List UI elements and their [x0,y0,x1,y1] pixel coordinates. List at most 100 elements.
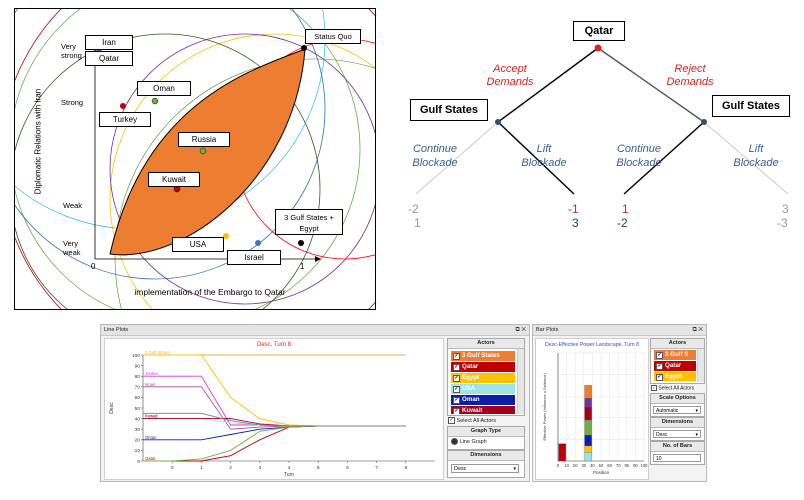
label-iran: Iran [85,35,133,50]
series-line [143,425,406,441]
bar-select-all-actors[interactable]: ✓ Select All Actors [651,385,695,392]
bar-segment [584,385,592,399]
y-tick-label: 90 [135,363,141,369]
x-tick-label: 3 [258,465,261,471]
bar-actors-group: Actors ✓ 3 Gulf S ✓ Qatar ✓ Egypt [650,338,705,384]
line-plots-sidebar: Actors ✓ 3 Gulf States ✓ Qatar ✓ Egypt ✓ USA… [445,338,527,480]
branch-reject [597,47,705,123]
x-tick-label: 0 [557,463,560,468]
game-tree-figure: Qatar Gulf States Gulf States Accept Dem… [396,8,800,248]
series-label: 3 Gulf States [145,350,169,355]
move-lift-blockade-left: Lift Blockade [521,143,567,169]
bar-actors-scrollbar[interactable] [697,349,704,382]
bar-actors-head: Actors [651,339,704,349]
select-all-actors[interactable]: ✓ Select All Actors [448,417,496,424]
checkbox[interactable]: ✓ [453,397,460,404]
actor-toggle-gulf-states[interactable]: ✓ 3 Gulf States [451,351,515,361]
actor-toggle-qatar[interactable]: ✓ Qatar [451,362,515,372]
bar-actor-toggle-egypt[interactable]: ✓ Egypt [654,372,696,381]
line-plots-title: Line Plots [104,327,129,333]
checkbox[interactable]: ✓ [453,386,460,393]
scale-options-group: Scale Options Automatic [650,393,705,417]
bar-segment [584,445,592,453]
window-controls[interactable]: ⧉ ✕ [692,327,703,333]
line-plots-panel: Line Plots ⧉ ✕ Desc, Turn 8 0 10 20 30 40 50 6… [100,324,530,482]
checkbox[interactable]: ✓ [453,353,460,360]
y-tick-very-weak: Very weak [63,239,81,257]
bar-plot-title: Desc-Effective Power Landscape, Turn 8 [545,342,639,348]
graph-type-head: Graph Type [448,427,524,437]
right-node-dot [701,119,707,125]
line-graph-radio[interactable]: Line Graph [451,438,487,445]
x-tick-label: 2 [229,465,232,471]
right-node-label: Gulf States [712,95,790,117]
dimension-select[interactable]: Desc [451,464,519,473]
move-accept-demands: Accept Demands [486,63,534,88]
payoff-1-qatar: -2 [408,202,419,216]
actor-toggle-usa[interactable]: ✓ USA [451,384,515,394]
label-kuwait: Kuwait [148,172,200,187]
bar-dimension-select[interactable]: Desc [653,430,701,439]
y-tick-weak: Weak [63,201,83,210]
actor-name: 3 Gulf States [462,352,500,359]
left-node-dot [495,119,501,125]
point-oman [151,97,159,105]
dimensions-group: Dimensions Desc [447,450,525,478]
series-label: Jordan [145,371,158,376]
checkbox[interactable]: ✓ [453,408,460,414]
actor-toggle-kuwait[interactable]: ✓ Kuwait [451,406,515,414]
line-plots-titlebar: Line Plots ⧉ ✕ [101,325,529,336]
actors-group: Actors ✓ 3 Gulf States ✓ Qatar ✓ Egypt ✓ USA… [447,338,525,416]
x-tick-label: 50 [599,463,604,468]
no-of-bars-input[interactable]: 10 [653,454,701,462]
bar-plots-panel: Bar Plots ⧉ ✕ Desc-Effective Power Lands… [532,324,707,482]
indifference-curve [15,9,326,280]
x-tick-label: 5 [317,465,320,471]
move-continue-blockade-left: Continue Blockade [412,143,458,169]
root-node-dot [594,44,602,52]
actors-scrollbar[interactable] [517,349,524,414]
dimensions-head: Dimensions [448,451,524,461]
x-tick-label: 4 [288,465,291,471]
bar-actor-toggle-gulf[interactable]: ✓ 3 Gulf S [654,350,696,360]
x-tick-label: 1 [200,465,203,471]
series-label: Qatar [145,456,156,461]
point-russia [199,147,207,155]
bar-actor-toggle-qatar[interactable]: ✓ Qatar [654,361,696,371]
line-plot-area: Desc, Turn 8 0 10 20 30 40 50 60 70 80 90 100 0 1 2 3 4… [104,338,444,480]
label-gulf-egypt: 3 Gulf States + Egypt [275,209,343,235]
x-tick-label: 40 [590,463,595,468]
x-tick-label: 60 [607,463,612,468]
x-tick-label: 80 [624,463,629,468]
bar-select-all-label: Select All Actors [658,385,695,392]
series-label: Russia [145,414,158,419]
y-tick-label: 40 [135,416,141,422]
label-oman: Oman [137,81,191,96]
bar-plots-title: Bar Plots [536,327,559,333]
actor-toggle-egypt[interactable]: ✓ Egypt [451,373,515,383]
series-line [143,386,406,430]
actor-name: Qatar [462,363,479,370]
series-line [143,354,406,427]
checkbox[interactable]: ✓ [656,363,663,370]
left-node-label: Gulf States [410,99,488,121]
scale-select[interactable]: Automatic [653,406,701,415]
checkbox[interactable]: ✓ [453,364,460,371]
scale-options-head: Scale Options [651,394,704,404]
y-tick-strong: Strong [61,98,84,107]
branch-lift-right [703,121,789,195]
indifference-curve [15,33,321,309]
actor-name: Egypt [462,374,480,381]
checkbox[interactable]: ✓ [656,374,663,381]
y-tick-label: 70 [135,385,141,391]
x-tick-label: 20 [573,463,578,468]
x-tick-1: 1 [300,262,305,271]
checkbox[interactable]: ✓ [656,352,663,359]
y-tick-label: 50 [135,406,141,412]
payoff-3-qatar: 1 [622,202,629,216]
move-continue-blockade-right: Continue Blockade [616,143,662,169]
actor-toggle-oman[interactable]: ✓ Oman [451,395,515,405]
payoff-2-qatar: -1 [568,202,579,216]
checkbox[interactable]: ✓ [453,375,460,382]
window-controls[interactable]: ⧉ ✕ [515,327,526,333]
